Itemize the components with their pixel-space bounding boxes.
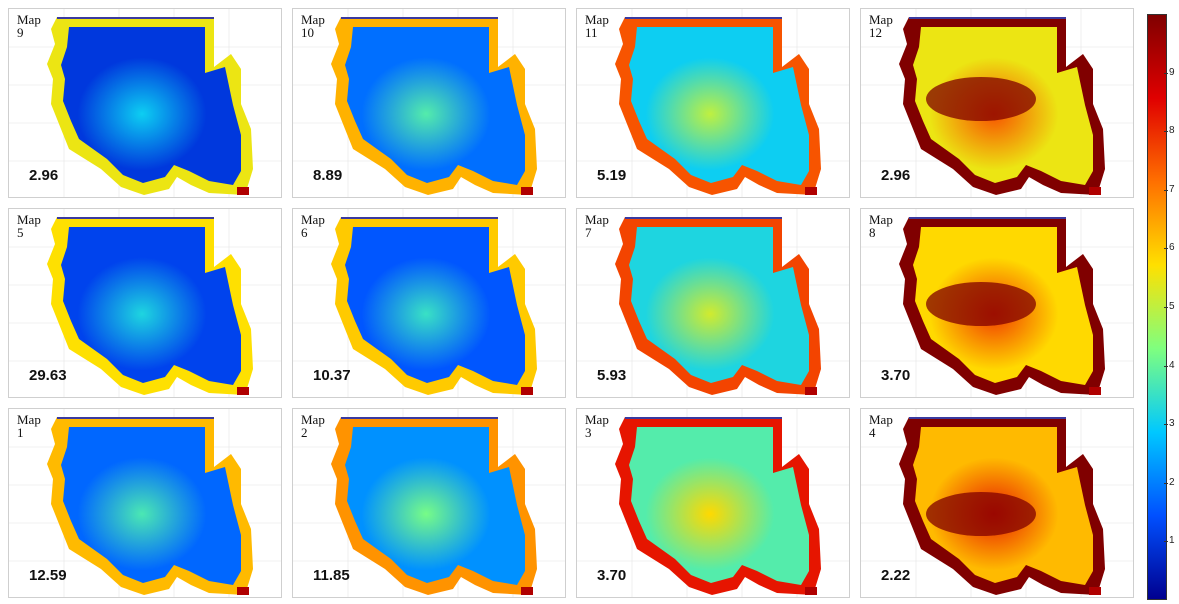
map-raster — [9, 9, 281, 197]
colorbar-tick-mark — [1164, 365, 1168, 367]
colorbar-tick-mark — [1164, 248, 1168, 250]
colorbar-tick-label: 9 — [1169, 66, 1175, 78]
colorbar-tick-mark — [1164, 189, 1168, 191]
colorbar-tick-label: 6 — [1169, 242, 1175, 254]
colorbar-tick-label: 4 — [1169, 359, 1175, 371]
map-value: 3.70 — [881, 367, 911, 384]
colorbar-tick-mark — [1164, 482, 1168, 484]
map-value: 5.19 — [597, 167, 627, 184]
map-title: Map 9 — [17, 12, 41, 40]
hotspot — [926, 492, 1036, 536]
colorbar-tick-mark — [1164, 72, 1168, 74]
map-panel: Map 6 10.37 — [292, 208, 566, 398]
colorbar-tick-label: 1 — [1169, 535, 1175, 547]
map-panel: Map 7 5.93 — [576, 208, 850, 398]
map-value: 2.96 — [881, 167, 911, 184]
map-raster — [577, 209, 849, 397]
map-panel: Map 12 2.96 — [860, 8, 1134, 198]
map-interior — [345, 427, 525, 585]
map-title: Map 10 — [301, 12, 325, 40]
map-raster — [293, 409, 565, 597]
map-raster — [861, 209, 1133, 397]
map-value: 8.89 — [313, 167, 343, 184]
colorbar-tick-mark — [1164, 307, 1168, 308]
colorbar-tick-label: 3 — [1169, 418, 1175, 430]
map-panel: Map 9 2.96 — [8, 8, 282, 198]
map-value: 5.93 — [597, 367, 627, 384]
colorbar-tick-label: 5 — [1169, 301, 1175, 312]
map-raster — [577, 409, 849, 597]
map-value: 11.85 — [313, 567, 350, 584]
map-panel: Map 2 11.85 — [292, 408, 566, 598]
map-title: Map 7 — [585, 212, 609, 240]
colorbar-tick-mark — [1164, 541, 1168, 543]
map-interior — [61, 427, 241, 585]
colorbar-tick-mark — [1164, 131, 1168, 133]
map-panel: Map 8 3.70 — [860, 208, 1134, 398]
map-raster — [861, 9, 1133, 197]
map-title: Map 11 — [585, 12, 609, 40]
map-value: 29.63 — [29, 367, 67, 384]
map-panel: Map 11 5.19 — [576, 8, 850, 198]
map-interior — [61, 227, 241, 385]
map-interior — [345, 27, 525, 185]
map-interior — [61, 27, 241, 185]
map-raster — [293, 9, 565, 197]
map-title: Map 12 — [869, 12, 893, 40]
map-value: 12.59 — [29, 567, 67, 584]
map-interior — [629, 427, 809, 585]
map-raster — [9, 209, 281, 397]
map-raster — [9, 409, 281, 597]
map-title: Map 8 — [869, 212, 893, 240]
hotspot — [926, 282, 1036, 326]
map-interior — [629, 27, 809, 185]
map-value: 2.96 — [29, 167, 59, 184]
map-title: Map 3 — [585, 412, 609, 440]
map-value: 10.37 — [313, 367, 351, 384]
map-panel: Map 10 8.89 — [292, 8, 566, 198]
map-grid: Map 9 2.96 Map 1 — [8, 8, 1136, 602]
map-panel: Map 4 2.22 — [860, 408, 1134, 598]
map-value: 3.70 — [597, 567, 627, 584]
map-raster — [577, 9, 849, 197]
map-raster — [861, 409, 1133, 597]
map-title: Map 1 — [17, 412, 41, 440]
map-panel: Map 1 12.59 — [8, 408, 282, 598]
map-raster — [293, 209, 565, 397]
map-panel: Map 3 3.70 — [576, 408, 850, 598]
colorbar-tick-label: 7 — [1169, 183, 1175, 195]
map-interior — [629, 227, 809, 385]
colorbar-tick-label: 2 — [1169, 476, 1175, 488]
map-title: Map 5 — [17, 212, 41, 240]
map-value: 2.22 — [881, 567, 911, 584]
map-interior — [345, 227, 525, 385]
map-title: Map 4 — [869, 412, 893, 440]
colorbar-tick-mark — [1164, 424, 1168, 426]
colorbar: 1 2 3 4 5 6 7 8 9 — [1140, 8, 1176, 602]
map-panel: Map 5 29.63 — [8, 208, 282, 398]
map-title: Map 2 — [301, 412, 325, 440]
map-title: Map 6 — [301, 212, 325, 240]
hotspot — [926, 77, 1036, 121]
colorbar-tick-label: 8 — [1169, 125, 1175, 137]
